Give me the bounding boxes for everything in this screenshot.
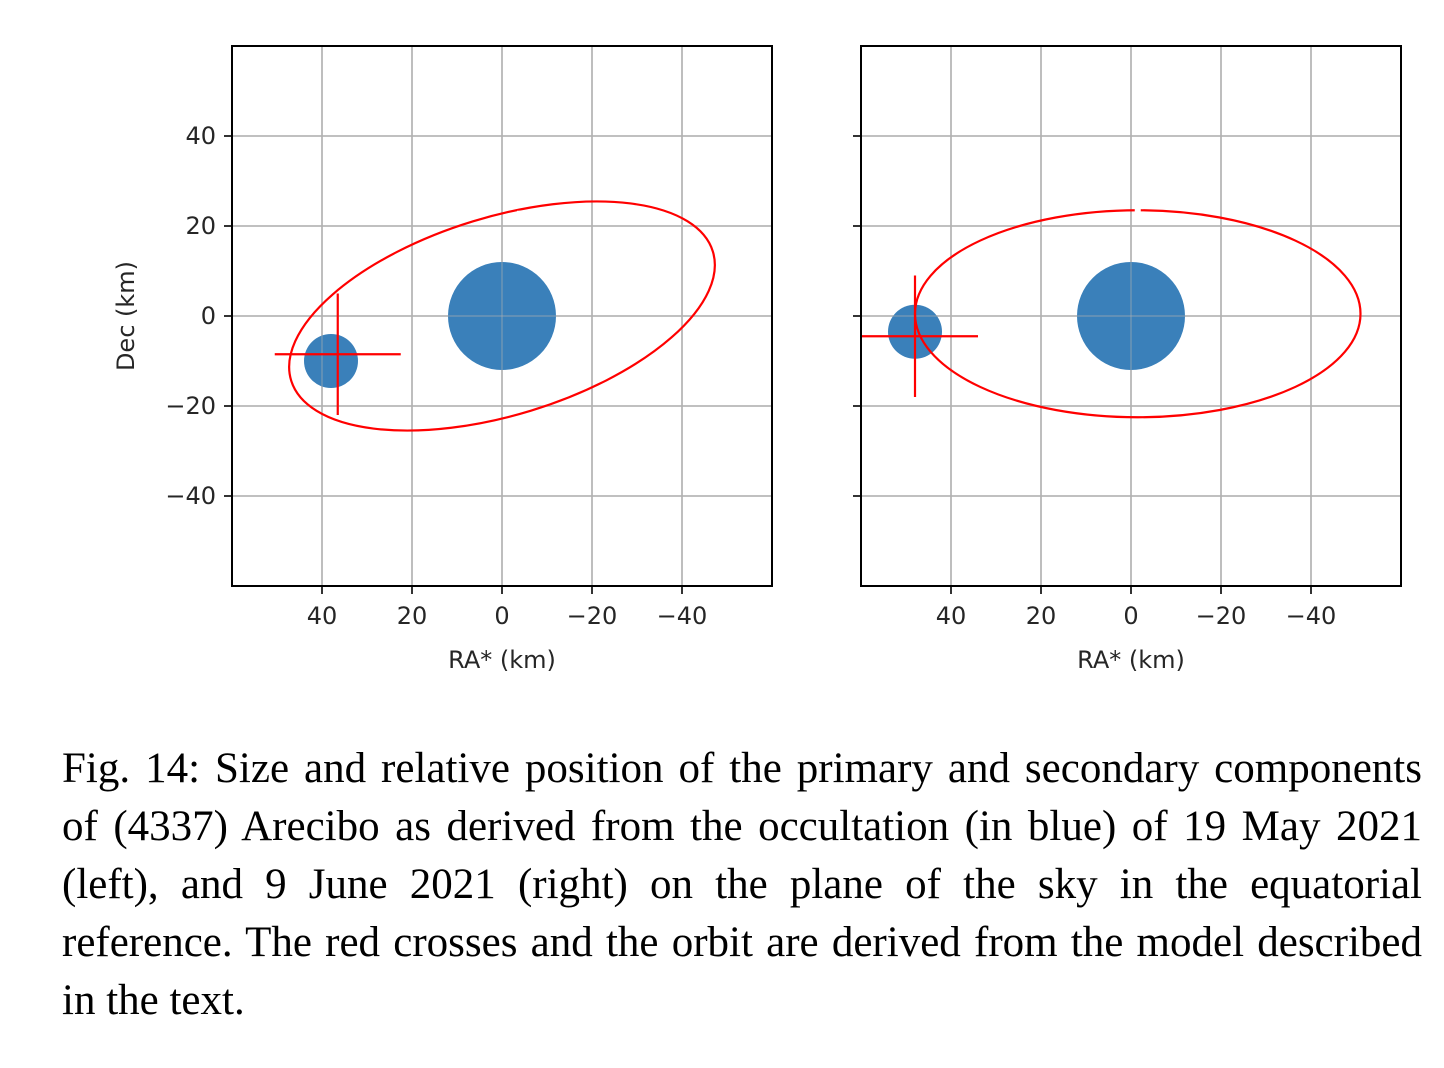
x-tick-label: 20 xyxy=(397,602,428,630)
y-tick-label: −40 xyxy=(165,482,216,510)
y-tick-label: 20 xyxy=(185,212,216,240)
x-tick-label: 0 xyxy=(1123,602,1138,630)
figure-caption: Fig. 14: Size and relative position of t… xyxy=(62,745,1422,1024)
x-tick-label: 0 xyxy=(494,602,509,630)
x-tick-label: −20 xyxy=(567,602,618,630)
orbit-gap xyxy=(517,210,523,219)
panel-left: 40 20 0 −20 −40 40 20 0 −20 −40 RA* (km) Dec (km) xyxy=(112,45,773,674)
x-tick-label: 20 xyxy=(1026,602,1057,630)
x-tick-label: −40 xyxy=(1286,602,1337,630)
orbit-gap xyxy=(1134,206,1141,215)
x-tick-label: 40 xyxy=(936,602,967,630)
orbit-ellipse xyxy=(288,200,716,432)
x-axis-label: RA* (km) xyxy=(448,646,556,674)
panel-right: 40 20 0 −20 −40 RA* (km) xyxy=(853,45,1402,674)
secondary-body xyxy=(304,334,358,388)
x-tick-label: −40 xyxy=(657,602,708,630)
y-tick-label: 0 xyxy=(201,302,216,330)
x-tick-label: −20 xyxy=(1196,602,1247,630)
plot-area xyxy=(232,46,772,586)
y-tick-label: −20 xyxy=(165,392,216,420)
y-tick-label: 40 xyxy=(185,122,216,150)
x-axis-label: RA* (km) xyxy=(1077,646,1185,674)
y-axis-label: Dec (km) xyxy=(112,261,140,371)
plot-area xyxy=(861,46,1401,586)
x-tick-label: 40 xyxy=(307,602,338,630)
